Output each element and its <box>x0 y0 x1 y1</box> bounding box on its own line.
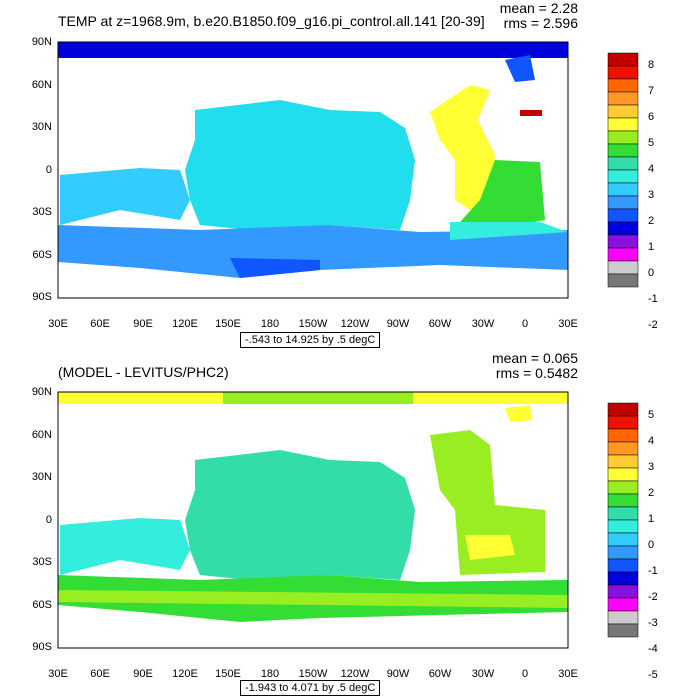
bottom-lat-60s: 60S <box>32 599 52 611</box>
bottom-colorbar-label: -5 <box>648 669 658 681</box>
top-lon-30e: 30E <box>48 318 68 330</box>
top-panel: TEMP at z=1968.9m, b.e20.B1850.f09_g16.p… <box>31 0 658 348</box>
bottom-colorbar-label: -3 <box>648 617 658 629</box>
bottom-lon-150w: 150W <box>298 668 328 680</box>
bottom-lon-120w: 120W <box>340 668 370 680</box>
bottom-colorbar-label: -2 <box>648 591 658 603</box>
top-lon-30e-end: 30E <box>558 318 578 330</box>
top-pacific-ocean <box>185 100 415 230</box>
bottom-contour-range: -1.943 to 4.071 by .5 degC <box>240 680 381 696</box>
top-lat-60n: 60N <box>31 79 52 91</box>
top-colorbar-label: 4 <box>648 163 655 175</box>
top-lon-30w: 30W <box>471 318 495 330</box>
top-nordic-sea <box>505 55 535 82</box>
top-colorbar-label: -1 <box>648 293 658 305</box>
top-atlantic-north <box>430 85 495 210</box>
top-lon-90e: 90E <box>133 318 153 330</box>
top-mean: mean = 2.28 <box>499 0 578 16</box>
top-map-frame <box>57 41 569 299</box>
bottom-title: (MODEL - LEVITUS/PHC2) <box>58 364 229 380</box>
top-colorbar-label: 1 <box>648 241 655 253</box>
top-lon-0: 0 <box>521 318 529 330</box>
bottom-lat-0: 0 <box>45 514 52 526</box>
bottom-atlantic-yellow-patch <box>465 535 515 560</box>
top-atlantic-transition <box>450 222 568 240</box>
top-lon-120e: 120E <box>172 318 198 330</box>
top-lon-150w: 150W <box>298 318 328 330</box>
bottom-southern-band <box>58 590 568 608</box>
top-lat-30n: 30N <box>31 121 52 133</box>
bottom-lon-30e: 30E <box>48 668 68 680</box>
bottom-rms: rms = 0.5482 <box>495 365 578 381</box>
bottom-arctic-east <box>413 392 568 404</box>
bottom-lon-90w: 90W <box>386 668 410 680</box>
top-rms: rms = 2.596 <box>503 15 578 31</box>
bottom-colorbar-label: 0 <box>648 539 655 551</box>
bottom-lon-180: 180 <box>260 668 280 680</box>
top-lat-30s: 30S <box>32 206 52 218</box>
bottom-lon-0: 0 <box>521 668 529 680</box>
bottom-arctic-west <box>58 392 223 404</box>
bottom-lon-60w: 60W <box>428 668 452 680</box>
bottom-colorbar-label: -1 <box>648 565 658 577</box>
bottom-colorbar-label: 1 <box>648 513 655 525</box>
bottom-lon-90e: 90E <box>133 668 153 680</box>
top-southern-deep <box>230 258 320 278</box>
bottom-map <box>57 391 569 649</box>
top-southern-ocean <box>58 225 568 278</box>
bottom-colorbar-label: 4 <box>648 435 655 447</box>
top-map <box>57 41 569 299</box>
bottom-arctic-central <box>223 392 413 404</box>
top-colorbar-label: 5 <box>648 137 655 149</box>
bottom-colorbar-label: 3 <box>648 461 655 473</box>
bottom-lat-90s: 90S <box>32 641 52 653</box>
bottom-lon-30w: 30W <box>471 668 495 680</box>
bottom-lon-60e: 60E <box>90 668 110 680</box>
bottom-map-frame <box>57 391 569 649</box>
bottom-panel: (MODEL - LEVITUS/PHC2) mean = 0.065 rms … <box>0 350 700 700</box>
top-colorbar-label: 2 <box>648 215 655 227</box>
top-title: TEMP at z=1968.9m, b.e20.B1850.f09_g16.p… <box>58 13 485 29</box>
top-lat-0: 0 <box>45 164 52 176</box>
bottom-lat-30n: 30N <box>31 471 52 483</box>
top-colorbar-label: 3 <box>648 189 655 201</box>
top-colorbar-label: 8 <box>648 59 655 71</box>
bottom-indian-ocean <box>60 518 190 575</box>
bottom-nordic-patch <box>505 405 532 422</box>
top-colorbar-label: 7 <box>648 85 655 97</box>
top-colorbar-label: -2 <box>648 319 658 331</box>
bottom-pacific-ocean <box>185 450 415 580</box>
top-colorbar-label: 0 <box>648 267 655 279</box>
top-contour-range: -.543 to 14.925 by .5 degC <box>240 332 381 348</box>
bottom-colorbar-label: 5 <box>648 409 655 421</box>
bottom-atlantic <box>430 430 545 575</box>
bottom-lon-150e: 150E <box>215 668 241 680</box>
bottom-lon-30e-end: 30E <box>558 668 578 680</box>
bottom-mean: mean = 0.065 <box>491 350 578 366</box>
top-lon-180: 180 <box>260 318 280 330</box>
bottom-lat-90n: 90N <box>31 386 52 398</box>
top-atlantic-south <box>460 160 545 228</box>
bottom-lat-30s: 30S <box>32 556 52 568</box>
top-lon-60e: 60E <box>90 318 110 330</box>
top-lon-150e: 150E <box>215 318 241 330</box>
bottom-colorbar-label: 2 <box>648 487 655 499</box>
top-lon-60w: 60W <box>428 318 452 330</box>
top-lat-60s: 60S <box>32 249 52 261</box>
top-lon-120w: 120W <box>340 318 370 330</box>
top-mediterranean <box>520 110 542 116</box>
top-lat-90n: 90N <box>31 36 52 48</box>
top-lat-90s: 90S <box>32 291 52 303</box>
top-arctic-region <box>58 42 568 58</box>
bottom-colorbar-label: -4 <box>648 643 658 655</box>
top-indian-ocean <box>60 168 190 225</box>
bottom-lon-120e: 120E <box>172 668 198 680</box>
top-colorbar-label: 6 <box>648 111 655 123</box>
bottom-lat-60n: 60N <box>31 429 52 441</box>
top-lon-90w: 90W <box>386 318 410 330</box>
